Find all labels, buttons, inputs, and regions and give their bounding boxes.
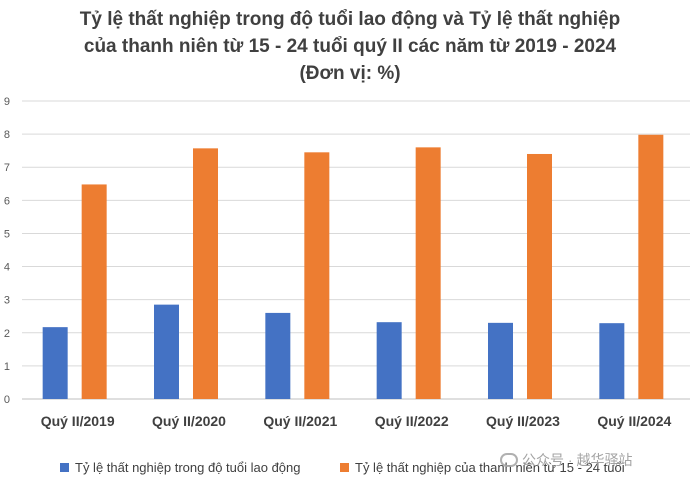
chart-title-line-1: Tỷ lệ thất nghiệp trong độ tuổi lao động… [79,9,621,30]
x-tick-label: Quý II/2023 [486,413,560,429]
bars [42,134,664,400]
y-tick-label: 4 [4,262,10,274]
y-tick-label: 7 [4,162,10,174]
legend-label-labor-force: Tỷ lệ thất nghiệp trong độ tuổi lao động [75,460,301,475]
watermark-text: 公众号 · 越华驿站 [522,452,633,468]
x-tick-label: Quý II/2019 [41,413,115,429]
y-tick-label: 0 [4,394,10,406]
y-tick-label: 3 [4,295,10,307]
bar-labor-force [42,327,68,399]
bar-labor-force [376,322,402,399]
chart-title: Tỷ lệ thất nghiệp trong độ tuổi lao động… [0,6,700,87]
legend: Tỷ lệ thất nghiệp trong độ tuổi lao động… [0,458,700,480]
bar-youth [638,134,664,400]
x-tick-label: Quý II/2021 [263,413,337,429]
bar-labor-force [488,322,513,399]
y-tick-label: 1 [4,361,10,373]
bar-youth [527,153,552,399]
y-tick-label: 9 [4,96,10,108]
bar-youth [304,152,330,399]
bar-youth [415,147,441,399]
y-tick-label: 6 [4,195,10,207]
y-tick-label: 2 [4,328,10,340]
bar-labor-force [599,323,625,399]
y-tick-label: 8 [4,129,10,141]
watermark: 公众号 · 越华驿站 [500,450,632,470]
x-tick-label: Quý II/2024 [597,413,671,429]
gridlines [22,100,690,400]
legend-item-labor-force: Tỷ lệ thất nghiệp trong độ tuổi lao động [60,460,301,475]
bar-labor-force [265,312,291,399]
wechat-icon [500,453,518,467]
legend-label-youth: Tỷ lệ thất nghiệp của thanh niên từ 15 -… [355,460,625,475]
y-tick-label: 5 [4,228,10,240]
bar-youth [193,148,218,399]
bar-labor-force [154,304,179,399]
chart-title-line-2: của thanh niên từ 15 - 24 tuổi quý II cá… [83,36,617,57]
legend-swatch-blue [60,463,69,472]
legend-item-youth: Tỷ lệ thất nghiệp của thanh niên từ 15 -… [340,460,625,475]
x-tick-label: Quý II/2022 [375,413,449,429]
y-axis-ticks: 0 1 2 3 4 5 6 7 8 9 [4,96,10,406]
x-axis-ticks: Quý II/2019 Quý II/2020 Quý II/2021 Quý II/… [41,413,672,429]
bar-youth [81,184,107,399]
x-tick-label: Quý II/2020 [152,413,226,429]
legend-swatch-orange [340,463,349,472]
chart-title-line-3: (Đơn vị: %) [299,63,401,84]
